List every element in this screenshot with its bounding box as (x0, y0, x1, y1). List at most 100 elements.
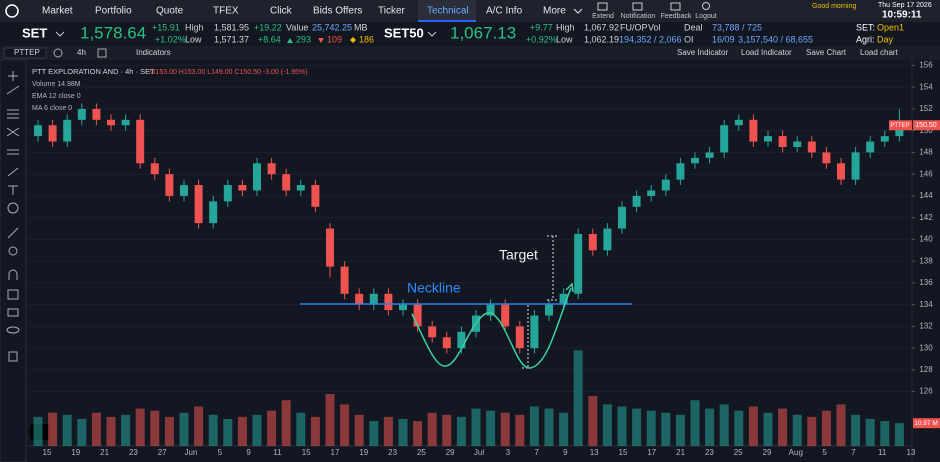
volume-bar (894, 423, 904, 446)
x-tick-label: 21 (100, 448, 109, 457)
x-tick-label: 21 (676, 448, 685, 457)
candle-body (749, 119, 758, 142)
price-axis: 1261281301321341361381401421441461481501… (43, 61, 940, 457)
label: OI (684, 34, 694, 44)
nav-item[interactable]: Quote (156, 6, 184, 17)
candle-body (428, 326, 437, 338)
tool-icon[interactable] (7, 202, 19, 214)
tool-icon[interactable] (7, 308, 19, 317)
tool-label[interactable]: Feedback (661, 13, 692, 20)
candle-body (457, 331, 466, 349)
nav-item[interactable]: TFEX (213, 6, 239, 17)
unit: MB (354, 22, 368, 32)
tool-icon[interactable] (7, 167, 19, 177)
nav-item[interactable]: Technical (427, 6, 469, 17)
volume-bar (456, 416, 466, 446)
volume-bar (135, 408, 145, 446)
volume-bar (617, 406, 627, 446)
x-tick-label: 11 (273, 448, 282, 457)
candle-body (384, 293, 393, 311)
tool-icon[interactable] (8, 351, 18, 362)
index-name: SET50 (384, 25, 424, 40)
volume-pane (33, 350, 904, 446)
tool-icon[interactable] (6, 85, 20, 95)
feedback-icon[interactable] (670, 2, 681, 11)
candle-body (282, 174, 291, 191)
y-tick-label: 150 (919, 126, 933, 135)
y-tick-label: 154 (919, 82, 933, 91)
indicator-legend: Volume 14.98M (32, 81, 81, 88)
tool-icon[interactable] (6, 326, 20, 334)
tool-label[interactable]: Notification (621, 13, 656, 20)
load-indicator[interactable]: Load Indicator (741, 48, 792, 57)
volume-bar (515, 414, 525, 446)
chart-type[interactable] (97, 48, 107, 58)
deal: 73,788 / 725 (712, 22, 762, 32)
indicators[interactable]: Indicators (136, 48, 171, 57)
oi-date: 16/09 (712, 34, 735, 44)
nav-item[interactable]: Bids Offers (313, 6, 362, 17)
tool-label[interactable]: Logout (695, 13, 716, 20)
tool-icon[interactable] (7, 227, 19, 239)
candle-body (267, 163, 276, 175)
nav-item[interactable]: Market (42, 6, 73, 17)
index-change: +15.91 (152, 22, 180, 32)
symbol-box[interactable] (3, 47, 47, 59)
tool-icon[interactable] (8, 71, 18, 81)
nav-item[interactable]: Ticker (378, 6, 406, 17)
volume-bar (719, 404, 729, 446)
ticker: SET 1,578.64 +15.91 +1.02% High Low 1,58… (22, 22, 904, 44)
tool-icon[interactable] (7, 149, 19, 155)
y-tick-label: 152 (919, 104, 933, 113)
label: FU/OP (620, 22, 648, 32)
date: Thu Sep 17 2026 (878, 2, 932, 9)
price-tag (913, 120, 940, 131)
interval[interactable]: 4h (77, 48, 86, 57)
x-tick-label: 17 (331, 448, 340, 457)
load-chart[interactable]: Load chart (860, 48, 899, 57)
save-chart[interactable]: Save Chart (806, 48, 847, 57)
tool-icon[interactable] (7, 109, 19, 119)
nav-item[interactable]: A/C Info (486, 6, 523, 17)
volume-bar (194, 406, 204, 446)
notification-icon[interactable] (632, 2, 643, 11)
symbol[interactable]: PTTEP (14, 48, 40, 57)
tool-icon[interactable] (6, 127, 20, 137)
volume-bar (486, 410, 496, 446)
nav-item[interactable]: Click (270, 6, 293, 17)
candle-body (588, 233, 597, 251)
low-change: +8.64 (258, 34, 281, 44)
add-symbol[interactable] (53, 48, 63, 58)
x-tick-label: 5 (218, 448, 223, 457)
tool-icon[interactable] (7, 289, 19, 300)
extend-icon[interactable] (597, 2, 608, 11)
logout-icon[interactable] (702, 2, 710, 10)
y-tick-label: 136 (919, 278, 933, 287)
y-tick-label: 156 (919, 61, 933, 70)
candle-body (34, 125, 42, 137)
tool-icon[interactable] (8, 185, 18, 195)
clock: 10:59:11 (882, 10, 922, 21)
tool-icon[interactable] (8, 246, 18, 256)
volume-bar (500, 412, 510, 446)
logo[interactable] (5, 4, 19, 18)
candle-body (136, 119, 145, 164)
candle-body (369, 293, 378, 305)
volume-bar (880, 421, 890, 446)
x-tick-label: 19 (71, 448, 80, 457)
nav-item[interactable]: Portfolio (95, 6, 132, 17)
y-tick-label: 128 (919, 365, 933, 374)
candle-body (822, 152, 831, 164)
tool-label[interactable]: Extend (592, 13, 614, 20)
tool-icon[interactable] (8, 269, 18, 280)
active-tab (418, 0, 476, 22)
volume-tag (913, 418, 940, 429)
dropdown-icon (55, 31, 65, 37)
save-indicator[interactable]: Save Indicator (677, 48, 728, 57)
y-tick-label: 148 (919, 148, 933, 157)
x-tick-label: 5 (822, 448, 827, 457)
candle-body (63, 119, 72, 142)
nav-item[interactable]: More (543, 6, 566, 17)
volume-bar (646, 410, 656, 446)
